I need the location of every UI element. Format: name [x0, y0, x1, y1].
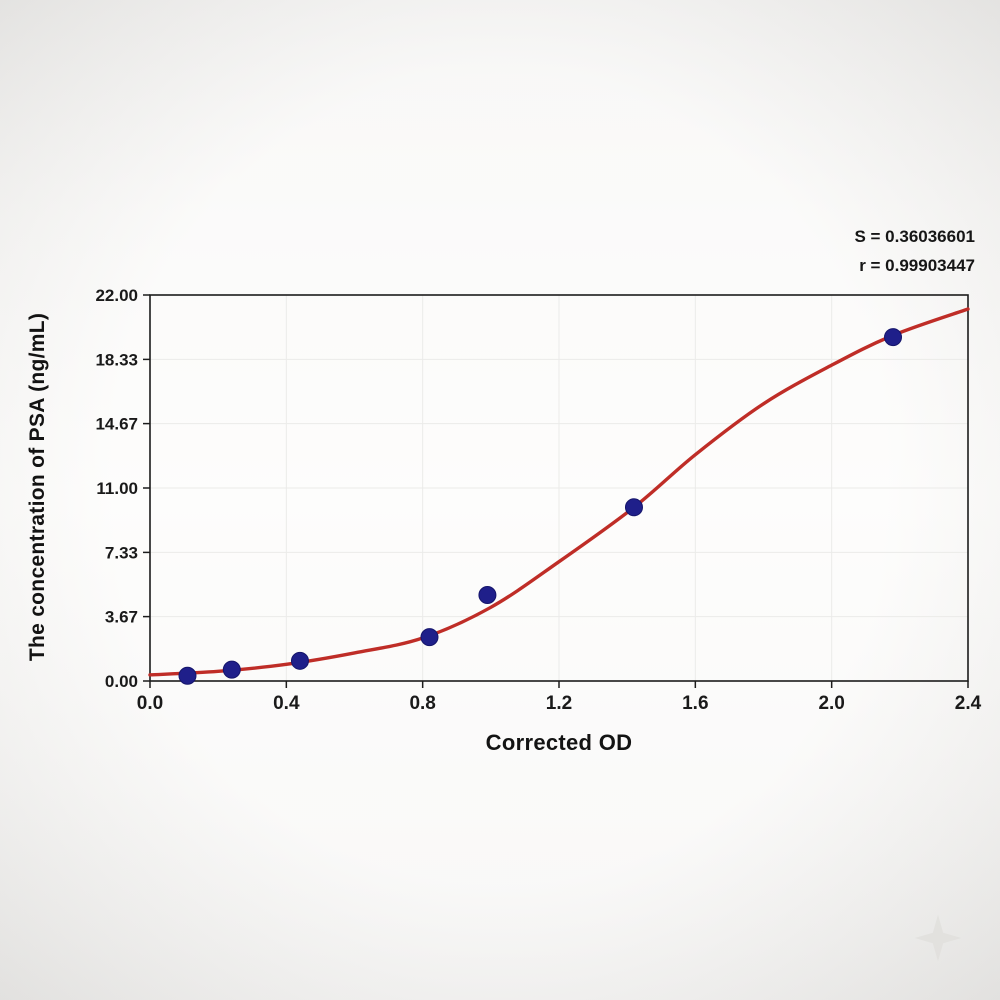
data-point: [178, 666, 197, 685]
x-tick-label: 0.8: [409, 693, 435, 714]
fit-curve: [148, 307, 970, 677]
fit-statistics: S = 0.36036601 r = 0.99903447: [854, 222, 975, 280]
x-tick-label: 2.4: [955, 693, 982, 714]
s-value-label: S = 0.36036601: [854, 227, 975, 246]
data-point: [624, 498, 643, 517]
y-tick-label: 3.67: [105, 608, 138, 627]
watermark-sparkle-icon: [914, 914, 962, 962]
x-tick-label: 1.6: [682, 693, 708, 714]
y-tick-label: 22.00: [95, 286, 138, 305]
data-point: [478, 586, 497, 605]
x-axis-title: Corrected OD: [485, 730, 633, 755]
y-tick-label: 0.00: [105, 672, 138, 691]
data-point: [290, 651, 309, 670]
y-tick-label: 18.33: [95, 350, 138, 369]
x-tick-label: 1.2: [546, 693, 572, 714]
x-tick-label: 0.0: [137, 693, 163, 714]
data-point: [420, 628, 439, 647]
y-tick-label: 14.67: [95, 415, 138, 434]
x-tick-label: 0.4: [273, 693, 300, 714]
y-tick-label: 11.00: [96, 479, 138, 498]
y-tick-label: 7.33: [105, 543, 138, 562]
data-point: [222, 660, 241, 679]
x-tick-label: 2.0: [818, 693, 844, 714]
data-point: [884, 328, 903, 347]
r-value-label: r = 0.99903447: [859, 256, 975, 275]
